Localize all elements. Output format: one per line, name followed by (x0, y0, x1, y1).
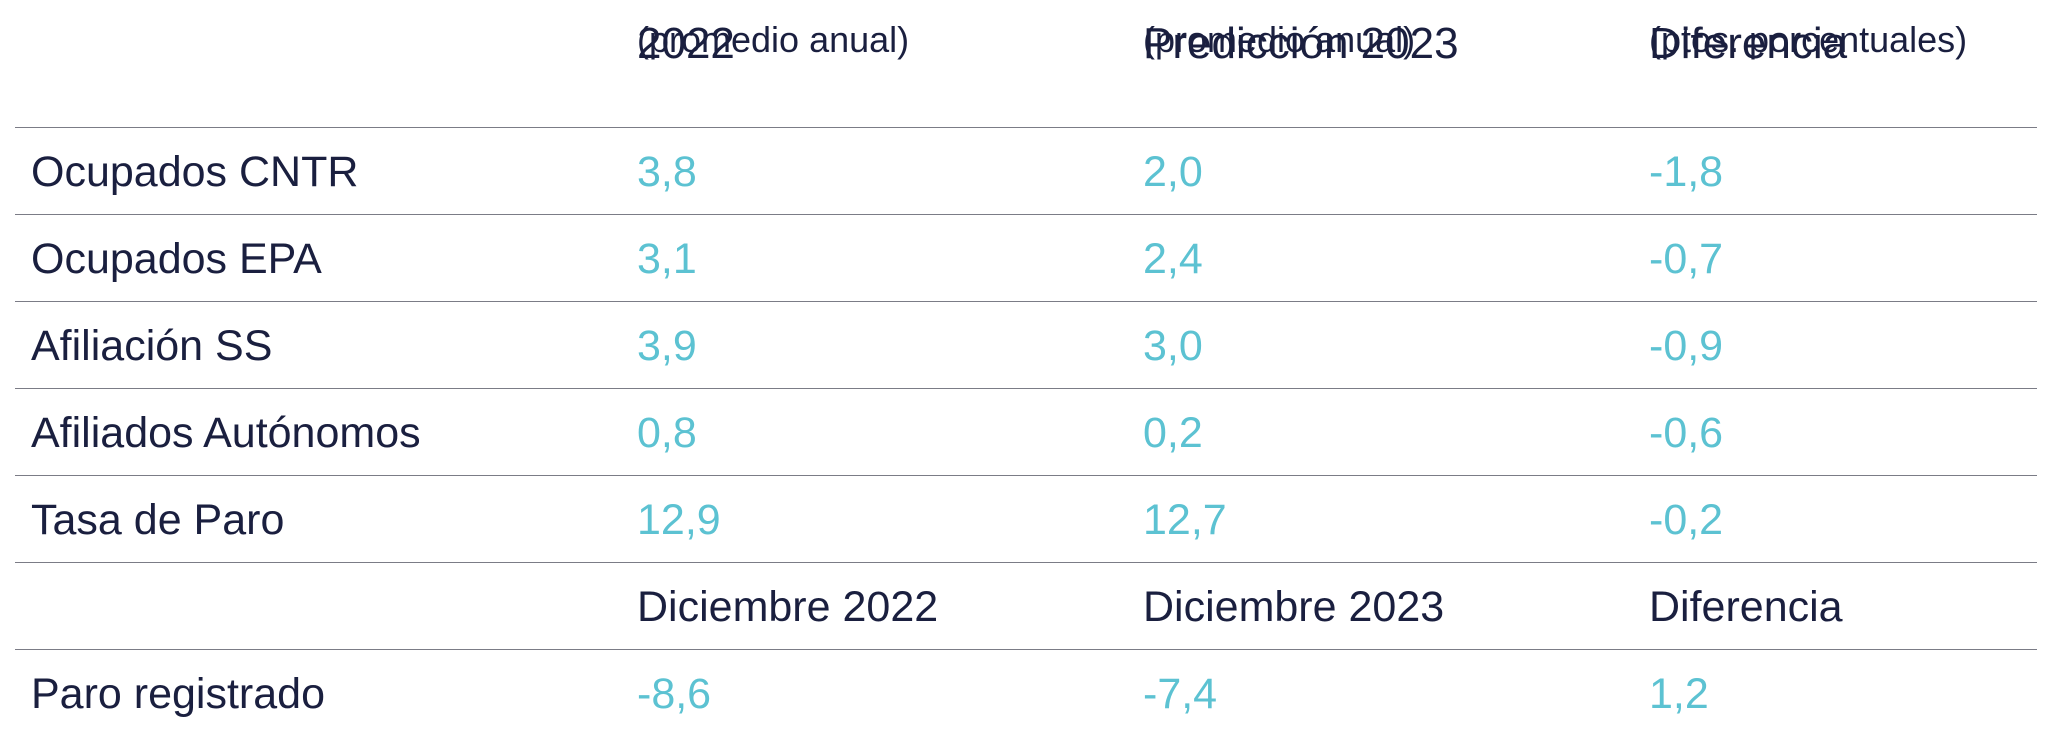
header-col-diferencia-sub: (ptos. porcentuales) (1649, 19, 1968, 60)
row-label: Tasa de Paro (31, 496, 285, 544)
cell-diferencia: -0,2 (1649, 496, 1724, 544)
cell-2023: 3,0 (1143, 322, 1203, 370)
row-label: Ocupados CNTR (31, 148, 359, 196)
header-col-2022: 2022 (637, 19, 735, 68)
table-row: Tasa de Paro 12,9 12,7 -0,2 (15, 476, 2037, 563)
cell-2022: 3,1 (637, 235, 697, 283)
cell-2023: 12,7 (1143, 496, 1227, 544)
cell-2022: 3,9 (637, 322, 697, 370)
header-col-diferencia: Diferencia (1649, 19, 1848, 68)
row-label: Afiliación SS (31, 322, 273, 370)
subheader-diciembre-2023: Diciembre 2023 (1143, 583, 1445, 631)
cell-2023: 0,2 (1143, 409, 1203, 457)
table-row: Afiliados Autónomos 0,8 0,2 -0,6 (15, 389, 2037, 476)
cell-2023: 2,4 (1143, 235, 1203, 283)
cell-diferencia: 1,2 (1649, 670, 1709, 718)
header-col-prediccion-2023: Predicción 2023 (1143, 19, 1459, 68)
header-col-2022-sub: (promedio anual) (637, 19, 910, 60)
cell-2022: 0,8 (637, 409, 697, 457)
table-row: Paro registrado -8,6 -7,4 1,2 (15, 650, 2037, 737)
row-label: Paro registrado (31, 670, 325, 718)
cell-diferencia: -0,6 (1649, 409, 1724, 457)
table-subheader-row: Diciembre 2022 Diciembre 2023 Diferencia (15, 563, 2037, 650)
header-col-prediccion-2023-sub: (promedio anual) (1143, 19, 1416, 60)
row-label: Afiliados Autónomos (31, 409, 421, 457)
cell-diferencia: -1,8 (1649, 148, 1724, 196)
cell-diferencia: -0,7 (1649, 235, 1724, 283)
table-row: Afiliación SS 3,9 3,0 -0,9 (15, 302, 2037, 389)
cell-2023: 2,0 (1143, 148, 1203, 196)
table-row: Ocupados CNTR 3,8 2,0 -1,8 (15, 128, 2037, 215)
subheader-diferencia: Diferencia (1649, 583, 1843, 631)
table-row: Ocupados EPA 3,1 2,4 -0,7 (15, 215, 2037, 302)
table-header-row: 2022 (promedio anual) Predicción 2023 (p… (15, 0, 2037, 128)
cell-2022: 3,8 (637, 148, 697, 196)
cell-diciembre-2022: -8,6 (637, 670, 712, 718)
cell-diciembre-2023: -7,4 (1143, 670, 1218, 718)
subheader-diciembre-2022: Diciembre 2022 (637, 583, 939, 631)
cell-2022: 12,9 (637, 496, 721, 544)
cell-diferencia: -0,9 (1649, 322, 1724, 370)
employment-table: 2022 (promedio anual) Predicción 2023 (p… (15, 0, 2037, 737)
row-label: Ocupados EPA (31, 235, 322, 283)
